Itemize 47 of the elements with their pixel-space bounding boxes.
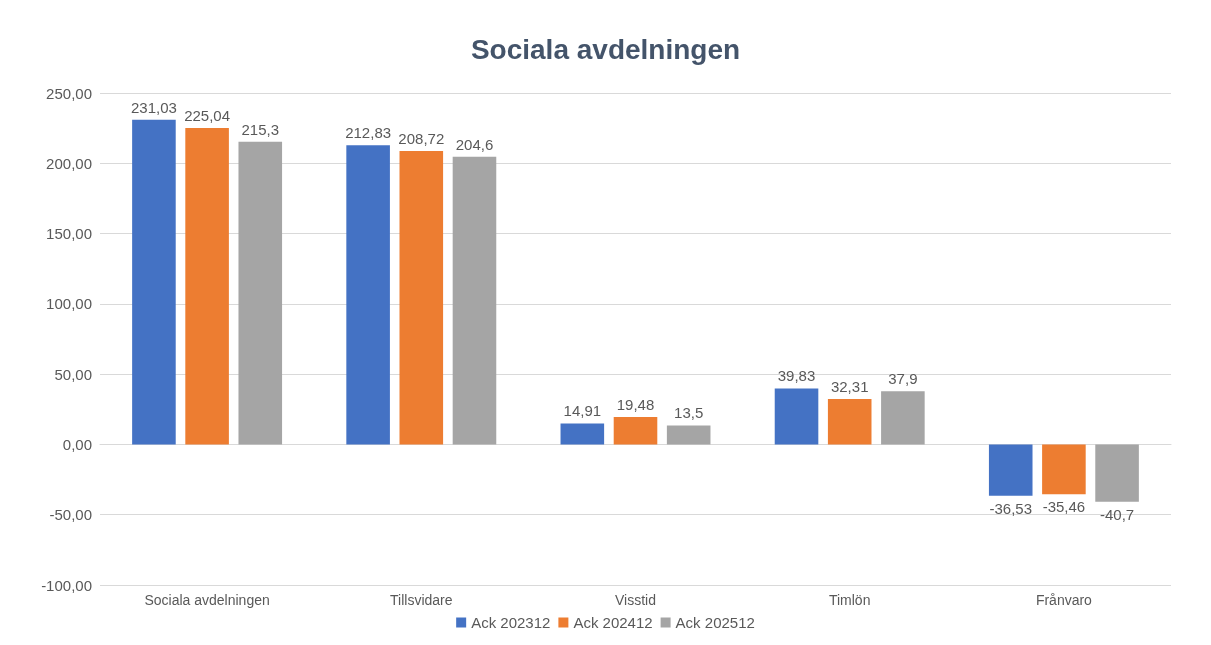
bar (774, 388, 819, 445)
bar (560, 423, 605, 445)
data-label: 37,9 (888, 370, 918, 388)
data-label: 13,5 (674, 404, 704, 422)
y-tick-label: -100,00 (41, 576, 92, 594)
bar (132, 119, 176, 445)
data-label: 19,48 (616, 396, 655, 414)
data-label: 212,83 (345, 124, 392, 142)
bar (452, 156, 497, 445)
bar (881, 391, 925, 445)
bar (827, 399, 872, 445)
bar (185, 128, 229, 445)
data-label: -36,53 (989, 499, 1032, 517)
chart-title: Sociala avdelningen (470, 33, 741, 65)
y-tick-label: 150,00 (46, 225, 92, 243)
legend-label: Ack 202512 (675, 614, 755, 631)
data-label: 14,91 (563, 402, 602, 420)
data-label: 225,04 (184, 107, 231, 125)
data-label: 208,72 (398, 130, 445, 148)
legend-label: Ack 202312 (471, 614, 551, 631)
y-tick-label: -50,00 (49, 506, 92, 524)
data-label: 32,31 (830, 378, 869, 396)
bar (238, 141, 283, 445)
x-tick-label: Frånvaro (1035, 592, 1093, 608)
y-tick-label: 250,00 (46, 84, 92, 102)
bar (613, 417, 658, 445)
bar (1095, 444, 1139, 502)
bar (988, 444, 1033, 496)
x-tick-label: Visstid (615, 592, 656, 608)
x-tick-label: Timlön (828, 592, 871, 608)
bar (346, 145, 390, 445)
data-label: 231,03 (130, 98, 177, 116)
bar (399, 151, 444, 445)
y-tick-label: 200,00 (46, 154, 92, 172)
data-label: 215,3 (241, 120, 280, 138)
data-label: -40,7 (1099, 505, 1135, 523)
bar (666, 425, 711, 445)
x-tick-label: Sociala avdelningen (144, 592, 270, 608)
y-tick-label: 100,00 (46, 295, 92, 313)
x-tick-label: Tillsvidare (390, 592, 453, 608)
data-label: 39,83 (777, 367, 816, 385)
bar (1042, 444, 1086, 495)
data-label: 204,6 (455, 135, 494, 153)
y-tick-label: 0,00 (62, 435, 92, 453)
legend-label: Ack 202412 (573, 614, 653, 631)
data-label: -35,46 (1042, 498, 1086, 516)
y-tick-label: 50,00 (54, 365, 92, 383)
